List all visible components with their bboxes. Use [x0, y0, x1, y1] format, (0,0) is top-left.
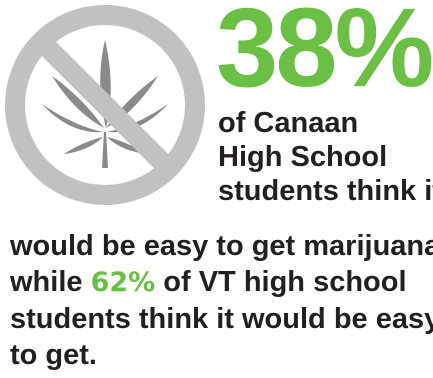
stat-line-5-after: of VT high school: [155, 266, 407, 298]
stat-line-6: students think it would be easy: [10, 303, 433, 335]
stat-line-1: of Canaan: [218, 107, 359, 139]
prohibition-slash: [34, 34, 176, 176]
comparison-stat: 62%: [90, 267, 156, 298]
stat-line-3: students think it: [218, 175, 433, 207]
stat-description-bottom: would be easy to get marijuana, while 62…: [10, 228, 433, 373]
no-marijuana-icon: [5, 5, 205, 205]
stat-line-7: to get.: [10, 339, 97, 371]
stat-line-2: High School: [218, 141, 388, 173]
stat-line-5-before: while: [10, 266, 91, 298]
headline-stat: 38%: [216, 0, 433, 110]
stat-line-4: would be easy to get marijuana,: [10, 230, 433, 262]
prohibition-ring: [5, 5, 205, 205]
stat-description-right: of Canaan High School students think it: [218, 106, 433, 208]
stat-line-5: while 62% of VT high school: [10, 264, 430, 301]
